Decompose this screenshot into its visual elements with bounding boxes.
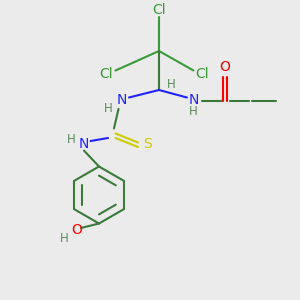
Text: Cl: Cl [196,68,209,81]
Text: H: H [59,232,68,245]
Text: H: H [67,133,76,146]
Text: H: H [167,77,176,91]
Text: Cl: Cl [100,68,113,81]
Text: N: N [116,94,127,107]
Text: H: H [189,105,198,119]
Text: Cl: Cl [152,4,166,17]
Text: O: O [220,60,230,74]
Text: N: N [79,137,89,151]
Text: O: O [71,223,82,236]
Text: S: S [142,137,152,151]
Text: H: H [103,102,112,116]
Text: N: N [188,94,199,107]
